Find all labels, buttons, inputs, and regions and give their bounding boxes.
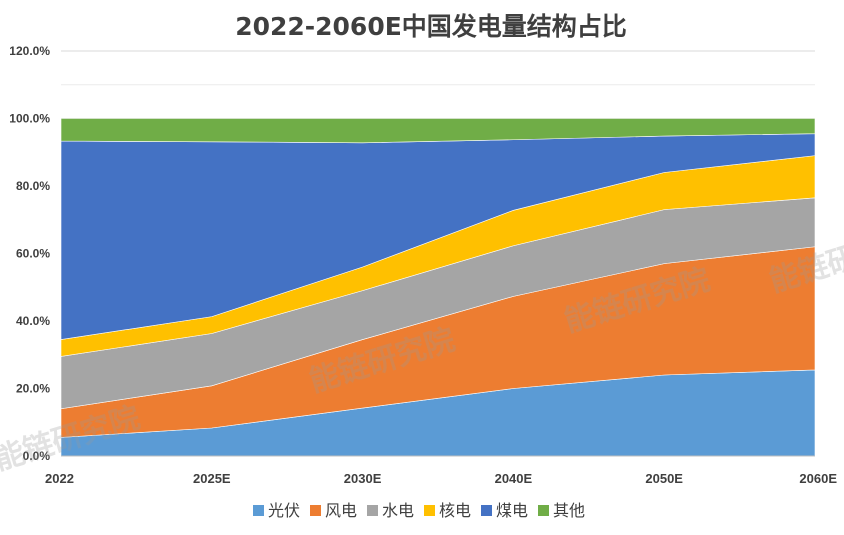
- y-axis-ticks: 0.0% 20.0% 40.0% 60.0% 80.0% 100.0% 120.0%: [9, 44, 50, 463]
- legend-swatch-其他: [538, 505, 549, 516]
- legend-swatch-煤电: [481, 505, 492, 516]
- legend-swatch-风电: [310, 505, 321, 516]
- y-tick-label: 80.0%: [16, 179, 50, 193]
- legend-label-煤电: 煤电: [496, 501, 528, 520]
- legend: 光伏 风电 水电 核电 煤电 其他: [253, 501, 585, 520]
- legend-swatch-光伏: [253, 505, 264, 516]
- legend-label-其他: 其他: [553, 501, 585, 520]
- y-tick-label: 20.0%: [16, 382, 50, 396]
- x-tick-label: 2040E: [495, 471, 533, 486]
- legend-label-核电: 核电: [439, 501, 471, 520]
- legend-swatch-核电: [424, 505, 435, 516]
- y-tick-label: 0.0%: [23, 449, 51, 463]
- x-tick-label: 2060E: [799, 471, 837, 486]
- legend-label-水电: 水电: [382, 501, 414, 520]
- y-tick-label: 100.0%: [9, 112, 50, 126]
- legend-label-风电: 风电: [325, 501, 357, 520]
- x-tick-label: 2022: [45, 471, 74, 486]
- x-tick-label: 2050E: [645, 471, 683, 486]
- y-tick-label: 120.0%: [9, 44, 50, 58]
- x-tick-label: 2025E: [193, 471, 231, 486]
- chart-title: 2022-2060E中国发电量结构占比: [235, 12, 627, 41]
- legend-swatch-水电: [367, 505, 378, 516]
- area-series-其他: [60, 118, 816, 144]
- x-tick-label: 2030E: [344, 471, 382, 486]
- x-axis-ticks: 2022 2025E 2030E 2040E 2050E 2060E: [45, 455, 837, 486]
- y-tick-label: 60.0%: [16, 247, 50, 261]
- series-areas: [60, 118, 816, 457]
- legend-label-光伏: 光伏: [268, 501, 300, 520]
- y-tick-label: 40.0%: [16, 314, 50, 328]
